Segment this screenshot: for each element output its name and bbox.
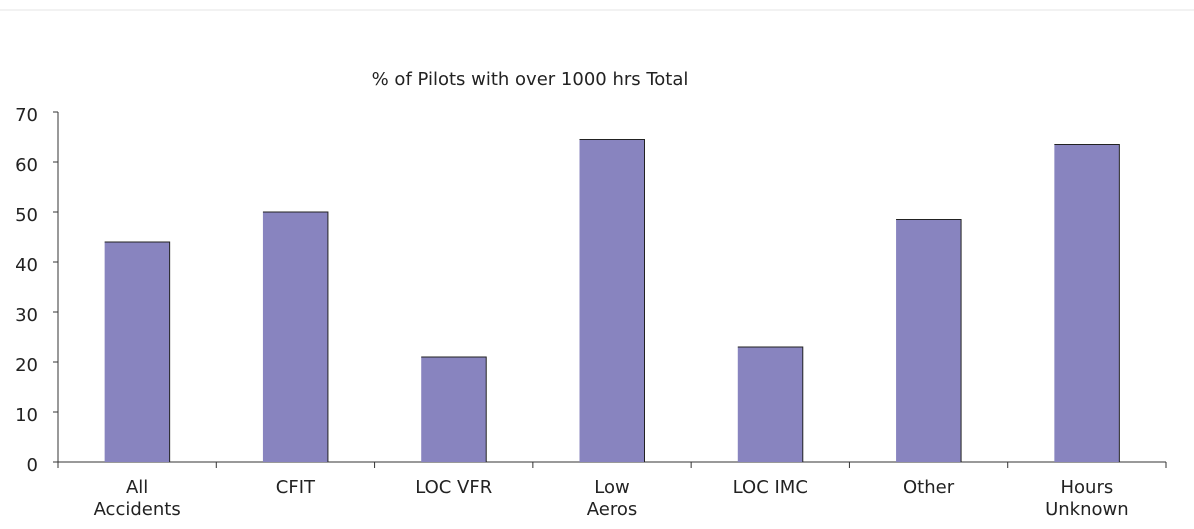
bar-edge [579,139,645,462]
bar [579,139,645,462]
bar [421,357,487,462]
bar-edge [104,241,171,462]
bar-edge [421,356,487,462]
x-tick-label: Hours Unknown [1045,477,1129,520]
bar [896,219,962,462]
bar [737,347,803,462]
x-tick-label: Low Aeros [587,477,637,520]
bar-edge [737,346,804,462]
chart-title: % of Pilots with over 1000 hrs Total [372,69,689,90]
bar [104,242,170,462]
x-tick-label: Other [903,477,955,498]
y-tick-label: 30 [15,305,38,326]
bar-edge [262,211,329,462]
y-tick-label: 40 [15,255,38,276]
y-tick-label: 20 [15,355,38,376]
y-tick-label: 0 [27,455,38,476]
x-tick-label: LOC VFR [415,477,492,498]
x-tick-label: All Accidents [94,477,181,520]
bar-edge [1054,144,1120,462]
y-tick-label: 60 [15,155,38,176]
x-tick-label: LOC IMC [733,477,808,498]
x-tick-label: CFIT [276,477,316,498]
bar [1054,144,1120,462]
y-tick-label: 10 [15,405,38,426]
bar [262,212,328,462]
y-tick-label: 70 [15,105,38,126]
y-tick-label: 50 [15,205,38,226]
bar-edge [896,219,962,462]
